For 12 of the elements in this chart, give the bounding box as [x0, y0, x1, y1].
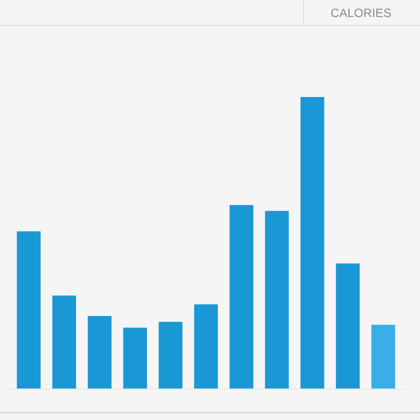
bar [371, 324, 396, 389]
bar [230, 205, 254, 389]
bar [194, 304, 218, 389]
bar [88, 316, 112, 389]
bar [52, 296, 76, 389]
bar [16, 231, 41, 389]
chart-title: CALORIES [330, 6, 392, 20]
bar [158, 322, 182, 389]
bar [265, 210, 289, 389]
bar [336, 263, 360, 389]
bar [123, 328, 147, 389]
bar [300, 97, 324, 389]
